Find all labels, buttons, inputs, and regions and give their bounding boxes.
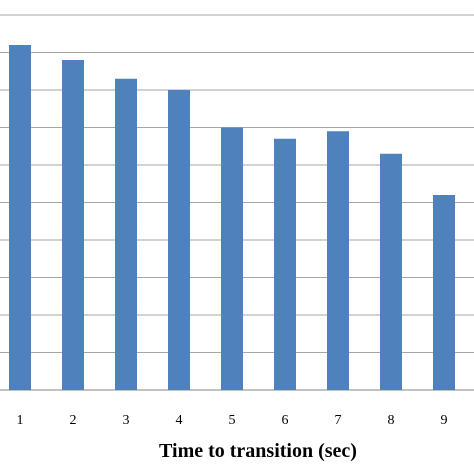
x-tick-label: 7	[335, 413, 342, 428]
bar-1	[9, 45, 31, 390]
bar-7	[327, 131, 349, 390]
x-axis-title: Time to transition (sec)	[159, 440, 357, 462]
bar-4	[168, 90, 190, 390]
bar-2	[62, 60, 84, 390]
x-tick-label: 9	[441, 413, 448, 428]
x-tick-label: 3	[123, 413, 130, 428]
bar-6	[274, 138, 296, 390]
bar-3	[115, 78, 137, 390]
bars	[9, 45, 455, 390]
bar-9	[433, 195, 455, 390]
x-tick-label: 8	[388, 413, 395, 428]
x-tick-label: 6	[282, 413, 289, 428]
bar-5	[221, 127, 243, 390]
x-tick-label: 2	[70, 413, 77, 428]
x-tick-label: 1	[17, 413, 24, 428]
x-tick-labels: 1 2 3 4 5 6 7 8 9	[17, 413, 448, 428]
x-tick-label: 4	[176, 413, 183, 428]
bar-8	[380, 153, 402, 390]
x-tick-label: 5	[229, 413, 236, 428]
